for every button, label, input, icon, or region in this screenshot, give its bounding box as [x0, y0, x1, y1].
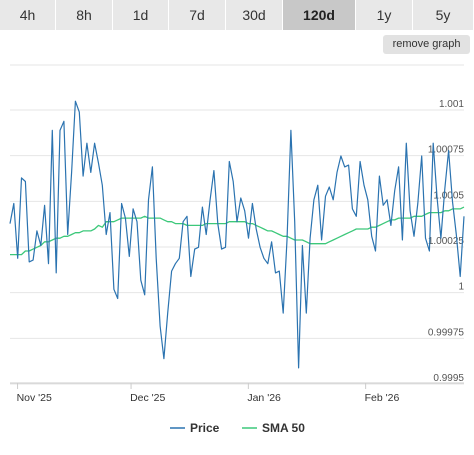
- grid-lines: [10, 64, 464, 385]
- y-tick-label: 1.001: [439, 99, 464, 110]
- x-tick-label: Feb '26: [365, 392, 400, 404]
- range-tab-5y[interactable]: 5y: [413, 0, 474, 30]
- y-tick-label: 1: [458, 282, 464, 293]
- range-tab-1y[interactable]: 1y: [356, 0, 413, 30]
- range-tab-4h[interactable]: 4h: [0, 0, 56, 30]
- y-tick-label: 1.00075: [428, 145, 465, 156]
- range-tab-120d[interactable]: 120d: [283, 0, 356, 30]
- y-tick-label: 0.9995: [433, 373, 464, 384]
- y-axis-labels: 1.001 1.00075 1.0005 1.00025 1 0.99975 0.9995: [428, 99, 465, 384]
- range-tab-30d[interactable]: 30d: [226, 0, 283, 30]
- x-tick-label: Jan '26: [247, 392, 281, 404]
- series-line-price: [9, 100, 465, 369]
- legend-item-sma-50[interactable]: SMA 50: [262, 421, 305, 435]
- range-tab-1d[interactable]: 1d: [113, 0, 169, 30]
- range-tab-8h[interactable]: 8h: [56, 0, 113, 30]
- y-tick-label: 1.00025: [428, 236, 465, 247]
- y-tick-label: 1.0005: [433, 190, 464, 201]
- x-axis: Nov '25 Dec '25 Jan '26 Feb '26: [10, 382, 464, 404]
- x-tick-label: Dec '25: [130, 392, 165, 404]
- legend: Price SMA 50: [170, 421, 305, 435]
- series-lines: [9, 100, 465, 369]
- x-tick-label: Nov '25: [17, 392, 52, 404]
- remove-graph-button[interactable]: remove graph: [383, 35, 470, 54]
- y-tick-label: 0.99975: [428, 327, 465, 338]
- time-range-tabs: 4h 8h 1d 7d 30d 120d 1y 5y: [0, 0, 474, 30]
- range-tab-7d[interactable]: 7d: [169, 0, 226, 30]
- legend-item-price[interactable]: Price: [190, 421, 220, 435]
